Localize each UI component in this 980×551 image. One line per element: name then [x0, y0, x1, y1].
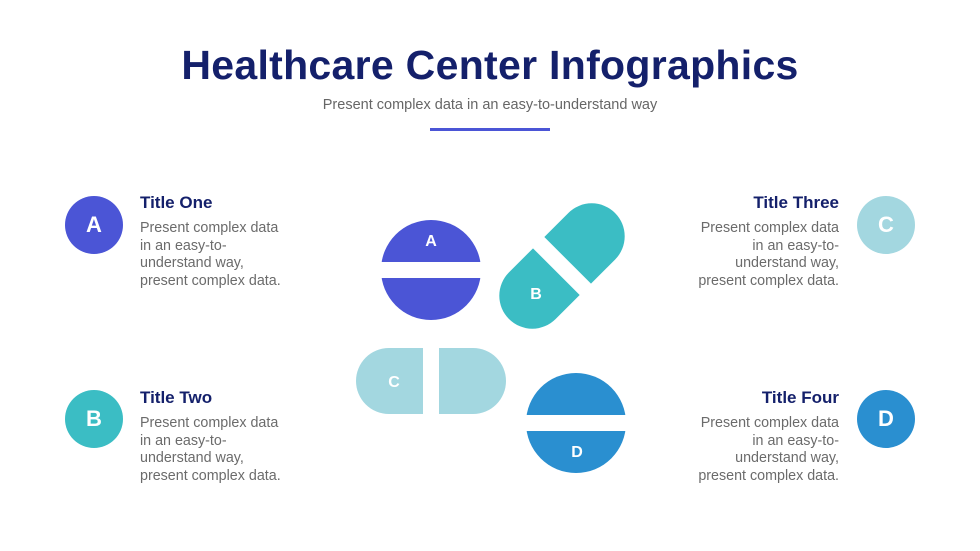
page-subtitle: Present complex data in an easy-to-under…: [322, 97, 658, 113]
item-heading: Title Three: [753, 193, 839, 212]
badge-c: C: [857, 196, 915, 254]
svg-text:B: B: [530, 286, 542, 303]
svg-text:C: C: [388, 374, 400, 391]
item-title-two: Title Two Present complex data in an easy…: [140, 388, 315, 485]
badge-b: B: [65, 390, 123, 448]
svg-text:D: D: [571, 444, 583, 461]
badge-d: D: [857, 390, 915, 448]
page-title: Healthcare Center Infographics: [181, 42, 799, 88]
pill-a: A: [378, 220, 484, 320]
svg-text:A: A: [425, 233, 437, 250]
title-divider: [430, 128, 550, 131]
item-body: Present complex data in an easy-to-unders…: [698, 415, 839, 484]
item-heading: Title Two: [140, 388, 213, 407]
badge-a: A: [65, 196, 123, 254]
item-heading: Title One: [140, 193, 213, 212]
item-title-three: Title Three Present complex data in an ea…: [664, 193, 839, 290]
item-body: Present complex data in an easy-to-unders…: [140, 220, 281, 289]
pill-d: D: [523, 373, 629, 473]
item-title-four: Title Four Present complex data in an eas…: [664, 388, 839, 485]
item-body: Present complex data in an easy-to-unders…: [698, 220, 839, 289]
item-heading: Title Four: [761, 388, 839, 407]
pill-b: B: [499, 203, 625, 329]
item-body: Present complex data in an easy-to-unders…: [140, 415, 281, 484]
item-title-one: Title One Present complex data in an easy…: [140, 193, 315, 290]
pill-c: C: [356, 348, 506, 414]
